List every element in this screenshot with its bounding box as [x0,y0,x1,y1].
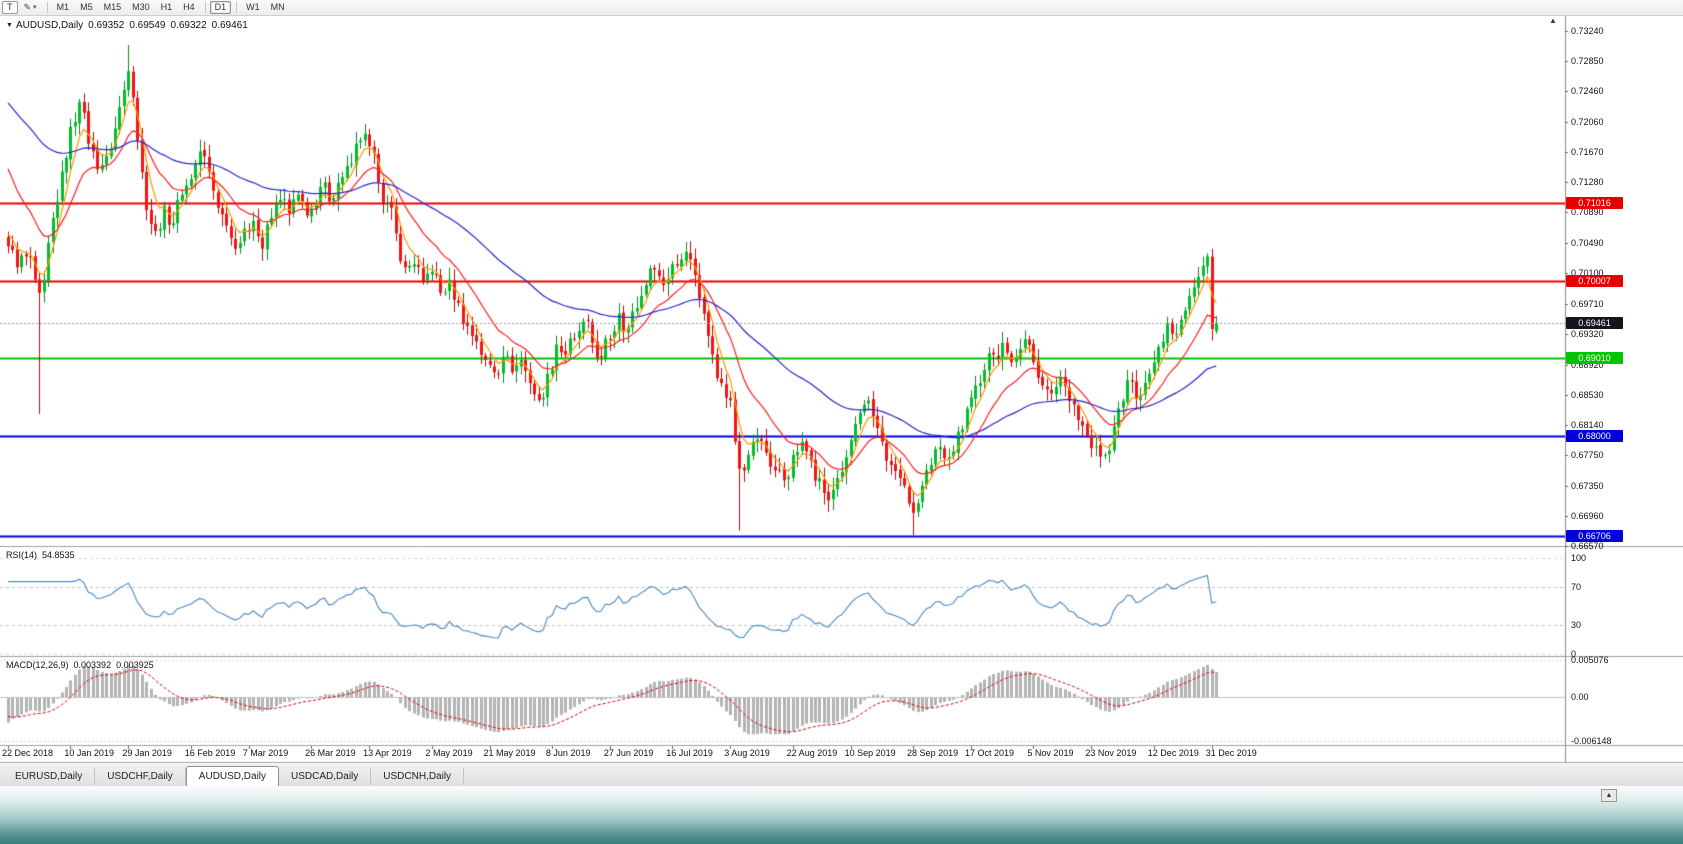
chart-tabs-bar: EURUSD,Daily USDCHF,Daily AUDUSD,Daily USDC… [0,763,1683,786]
tab-eurusd[interactable]: EURUSD,Daily [3,768,96,785]
macd-main-value: 0.003392 [73,660,112,670]
macd-name: MACD(12,26,9) [6,660,69,670]
timeframe-button-m5[interactable]: M5 [80,2,93,12]
chart-symbol-period: AUDUSD,Daily [15,20,84,31]
toolbar-separator [236,2,238,13]
timeframe-button-mn[interactable]: MN [270,2,285,12]
tab-audusd[interactable]: AUDUSD,Daily [185,766,280,786]
timeframe-button-w1[interactable]: W1 [246,2,260,12]
ohlc-high: 0.69549 [129,20,166,31]
macd-signal-value: 0.003925 [116,660,154,670]
chart-shift-marker[interactable]: ▲ [1549,16,1557,25]
rsi-value: 54.8535 [42,550,75,560]
rsi-indicator-label: RSI(14) 54.8535 [6,550,80,560]
toolbar-separator [204,2,206,13]
timeframe-button-h4[interactable]: H4 [183,2,195,12]
timeframe-button-m1[interactable]: M1 [56,2,70,12]
window-bottom-strip: ▲ [0,786,1683,844]
draw-tools-button[interactable]: ✎ ▾ [19,1,42,14]
macd-indicator-label: MACD(12,26,9) 0.003392 0.003925 [6,660,159,670]
dropdown-caret-icon: ▾ [33,4,37,11]
timeframe-button-d1[interactable]: D1 [209,1,232,14]
template-button[interactable]: T [2,1,18,14]
tab-usdcad[interactable]: USDCAD,Daily [279,768,372,785]
timeframe-button-m15[interactable]: M15 [103,2,122,12]
pencil-icon: ✎ [23,2,32,12]
timeframe-button-h1[interactable]: H1 [160,2,173,12]
timeframe-buttons: M1 M5 M15 M30 H1 H4 D1 W1 MN [52,1,291,14]
chart-collapse-icon[interactable]: ▼ [6,22,13,29]
ohlc-open: 0.69352 [88,20,125,31]
chart-title: ▼ AUDUSD,Daily 0.69352 0.69549 0.69322 0.6946… [6,20,248,31]
timeframes-toolbar: T ✎ ▾ M1 M5 M15 M30 H1 H4 D1 W1 MN [0,0,1683,16]
toolbar-separator [46,2,48,13]
ohlc-low: 0.69322 [170,20,207,31]
tab-usdcnh[interactable]: USDCNH,Daily [371,768,465,785]
tab-usdchf[interactable]: USDCHF,Daily [95,768,186,785]
rsi-name: RSI(14) [6,550,38,560]
scroll-up-button[interactable]: ▲ [1601,789,1617,802]
ohlc-close: 0.69461 [211,20,248,31]
timeframe-button-m30[interactable]: M30 [132,2,150,12]
